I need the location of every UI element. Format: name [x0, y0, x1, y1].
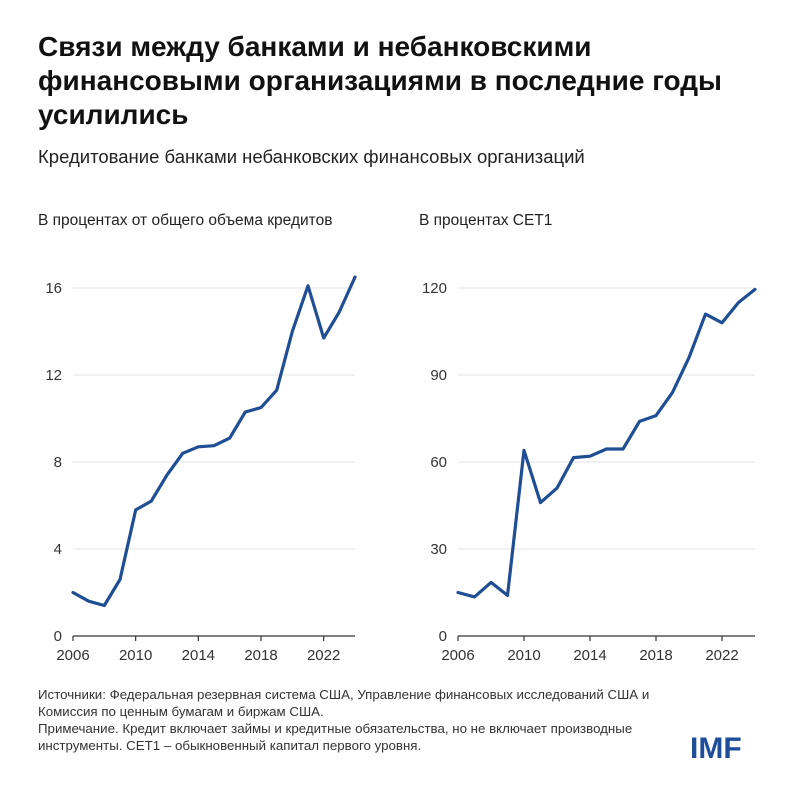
y-tick-label: 0: [439, 628, 447, 645]
x-tick-label: 2022: [705, 647, 738, 664]
sources-text: Источники: Федеральная резервная система…: [38, 687, 650, 719]
x-tick-label: 2010: [119, 647, 152, 664]
x-tick-label: 2006: [441, 647, 474, 664]
y-tick-label: 120: [422, 280, 447, 297]
y-tick-label: 12: [45, 367, 62, 384]
x-tick-label: 2018: [244, 647, 277, 664]
chart-title: Связи между банками и небанковскими фина…: [38, 31, 722, 130]
chart-subtitle: Кредитование банками небанковских финанс…: [38, 146, 585, 167]
x-tick-label: 2022: [307, 647, 340, 664]
imf-logo: IMF: [690, 732, 742, 765]
note-text: Примечание. Кредит включает займы и кред…: [38, 721, 633, 753]
x-tick-label: 2014: [182, 647, 215, 664]
y-tick-label: 8: [54, 454, 62, 471]
right-panel-title: В процентах CET1: [419, 212, 553, 229]
series-line: [71, 275, 357, 608]
x-tick-label: 2014: [573, 647, 606, 664]
y-tick-label: 16: [45, 280, 62, 297]
y-tick-label: 0: [54, 628, 62, 645]
series-line: [456, 287, 757, 599]
y-tick-label: 90: [430, 367, 447, 384]
left-panel-title: В процентах от общего объема кредитов: [38, 212, 333, 229]
source-notes: Источники: Федеральная резервная система…: [38, 686, 658, 754]
y-tick-label: 30: [430, 541, 447, 558]
x-tick-label: 2018: [639, 647, 672, 664]
x-tick-label: 2006: [56, 647, 89, 664]
charts-svg: 0 4 8 12 16 2006 2010 2014 2018 2022 0 30 60 90 120 200…: [45, 275, 757, 664]
x-tick-label: 2010: [507, 647, 540, 664]
y-tick-label: 60: [430, 454, 447, 471]
y-tick-label: 4: [54, 541, 62, 558]
